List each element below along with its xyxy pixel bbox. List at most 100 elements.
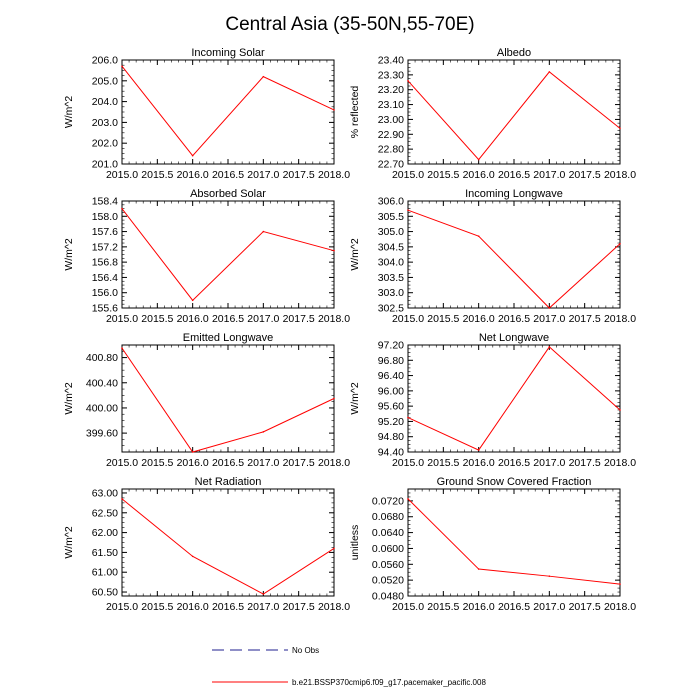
plot-frame	[407, 200, 621, 309]
panel-4: Incoming Longwave 2015.0 2015.5 2016.0 2016.…	[349, 188, 636, 325]
legend: No Obs b.e21.BSSP370cmip6.f09_g17.pacemak…	[212, 646, 486, 687]
x-tick-label: 2015.5	[141, 169, 173, 181]
x-tick-label: 2017.0	[247, 313, 279, 325]
x-tick-label: 2017.5	[569, 601, 601, 613]
data-point	[548, 575, 551, 577]
y-tick-label: 202.0	[92, 138, 118, 150]
panel-5: Emitted Longwave 2015.0 2015.5 2016.0 2016.5…	[63, 332, 350, 469]
x-tick-label: 2015.5	[427, 313, 459, 325]
data-point	[407, 80, 409, 82]
x-tick-label: 2015.0	[106, 313, 138, 325]
x-tick-label: 2015.0	[392, 313, 424, 325]
y-tick-label: 96.80	[378, 355, 404, 367]
x-tick-label: 2016.0	[463, 313, 495, 325]
data-point	[191, 299, 194, 302]
data-point	[262, 230, 265, 233]
y-tick-label: 201.0	[92, 159, 118, 171]
data-point	[407, 209, 409, 211]
panel-title: Absorbed Solar	[190, 188, 266, 200]
plot-frame	[407, 59, 621, 165]
y-tick-label: 306.0	[378, 196, 404, 208]
y-tick-label: 61.50	[92, 547, 118, 559]
y-tick-label: 23.00	[378, 114, 404, 126]
data-point	[191, 451, 194, 453]
y-tick-label: 62.50	[92, 507, 118, 519]
panel-title: Incoming Longwave	[465, 188, 563, 200]
y-tick-label: 63.00	[92, 487, 118, 499]
y-axis-label: W/m^2	[63, 526, 75, 559]
panel-title: Net Radiation	[195, 476, 262, 488]
series-line	[121, 208, 335, 302]
y-tick-label: 205.0	[92, 75, 118, 87]
x-tick-label: 2017.5	[569, 169, 601, 181]
data-point	[477, 449, 480, 451]
series-line	[121, 65, 335, 157]
y-tick-label: 96.00	[378, 385, 404, 397]
y-tick-label: 95.60	[378, 401, 404, 413]
plot-frame	[407, 488, 621, 597]
data-point	[191, 154, 194, 157]
y-axis-label: unitless	[349, 525, 361, 561]
y-tick-label: 62.00	[92, 527, 118, 539]
x-tick-label: 2016.5	[212, 313, 244, 325]
y-tick-label: 155.6	[92, 303, 118, 315]
x-tick-label: 2017.5	[283, 169, 315, 181]
y-tick-label: 23.10	[378, 99, 404, 111]
x-tick-label: 2016.0	[177, 601, 209, 613]
x-tick-label: 2018.0	[604, 169, 636, 181]
x-tick-label: 2015.5	[427, 169, 459, 181]
y-tick-label: 94.40	[378, 447, 404, 459]
y-tick-label: 157.6	[92, 226, 118, 238]
legend-label: No Obs	[292, 646, 319, 655]
y-tick-label: 0.0600	[372, 543, 404, 555]
data-point	[548, 71, 551, 73]
plot-frame	[121, 59, 335, 165]
x-tick-label: 2015.5	[141, 601, 173, 613]
y-tick-label: 304.0	[378, 257, 404, 269]
y-tick-label: 156.0	[92, 287, 118, 299]
data-point	[121, 498, 123, 500]
x-tick-label: 2015.5	[141, 457, 173, 469]
y-tick-label: 157.2	[92, 241, 118, 253]
y-tick-label: 156.8	[92, 257, 118, 269]
data-point	[262, 75, 265, 78]
y-axis-label: W/m^2	[349, 382, 361, 415]
y-tick-label: 303.0	[378, 287, 404, 299]
x-tick-label: 2015.5	[141, 313, 173, 325]
y-tick-label: 304.5	[378, 241, 404, 253]
y-tick-label: 94.80	[378, 431, 404, 443]
x-tick-label: 2016.5	[212, 169, 244, 181]
y-tick-label: 22.80	[378, 144, 404, 156]
x-tick-label: 2015.0	[392, 601, 424, 613]
data-point	[262, 593, 265, 595]
data-point	[262, 431, 265, 433]
x-tick-label: 2015.0	[106, 169, 138, 181]
x-tick-label: 2017.0	[247, 169, 279, 181]
x-tick-label: 2018.0	[604, 313, 636, 325]
data-point	[619, 127, 621, 130]
x-tick-label: 2016.0	[177, 457, 209, 469]
x-tick-label: 2017.0	[533, 313, 565, 325]
y-tick-label: 23.30	[378, 69, 404, 81]
series-line	[407, 346, 621, 451]
x-tick-label: 2016.5	[212, 601, 244, 613]
x-tick-label: 2016.0	[177, 313, 209, 325]
y-tick-label: 303.5	[378, 272, 404, 284]
y-axis-label: W/m^2	[63, 382, 75, 415]
plot-frame	[121, 488, 335, 597]
y-tick-label: 0.0560	[372, 559, 404, 571]
x-tick-label: 2018.0	[318, 457, 350, 469]
y-tick-label: 206.0	[92, 55, 118, 67]
panel-8: Ground Snow Covered Fraction 2015.0 2015.5…	[349, 476, 636, 613]
y-tick-label: 305.5	[378, 211, 404, 223]
y-axis-label: W/m^2	[63, 96, 75, 129]
x-tick-label: 2017.0	[247, 601, 279, 613]
plot-frame	[121, 344, 335, 453]
data-point	[333, 397, 335, 400]
x-tick-label: 2015.5	[427, 601, 459, 613]
series-line	[407, 71, 621, 161]
x-tick-label: 2015.0	[392, 169, 424, 181]
figure-title: Central Asia (35-50N,55-70E)	[225, 14, 474, 35]
